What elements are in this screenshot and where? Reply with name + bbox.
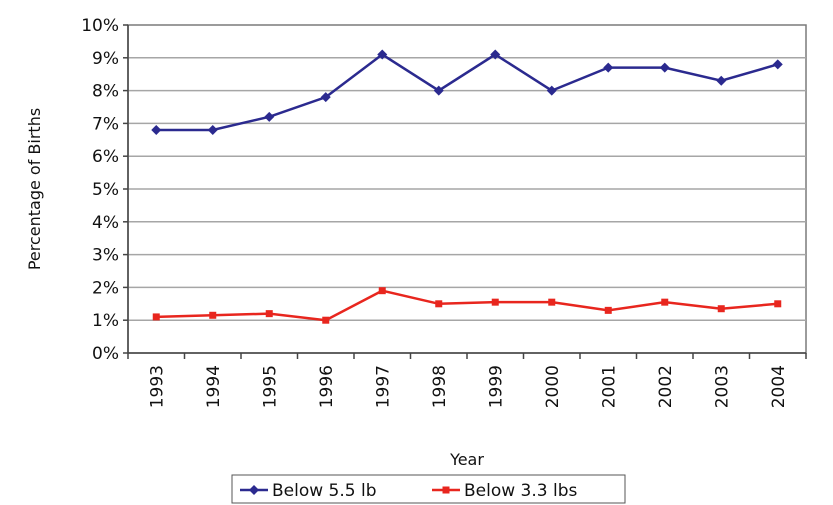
x-axis-title: Year xyxy=(449,450,484,469)
data-point xyxy=(772,59,783,70)
legend-marker xyxy=(249,485,259,495)
axes xyxy=(123,24,807,359)
legend-label: Below 5.5 lb xyxy=(272,481,377,501)
data-point xyxy=(603,62,614,73)
data-point xyxy=(152,313,160,321)
x-tick-label: 1994 xyxy=(204,365,224,408)
x-tick-label: 1997 xyxy=(373,365,393,408)
data-point xyxy=(264,111,275,122)
data-point xyxy=(491,298,499,306)
x-tick-label: 1993 xyxy=(147,365,167,408)
legend: Below 5.5 lb Below 3.3 lbs xyxy=(231,474,626,504)
data-point xyxy=(265,310,273,318)
data-point xyxy=(378,287,386,295)
data-point xyxy=(320,92,331,103)
data-point xyxy=(490,49,501,60)
y-tick-label: 9% xyxy=(92,49,119,69)
y-tick-label: 4% xyxy=(92,213,119,233)
data-point xyxy=(151,124,162,135)
y-tick-label: 10% xyxy=(81,16,119,36)
data-point xyxy=(322,316,330,324)
x-tick-label: 1999 xyxy=(486,365,506,408)
y-tick-label: 5% xyxy=(92,180,119,200)
x-tick-label: 1995 xyxy=(260,365,280,408)
y-tick-label: 2% xyxy=(92,278,119,298)
data-point xyxy=(548,298,556,306)
data-point xyxy=(717,305,725,313)
x-tick-label: 2000 xyxy=(543,365,563,408)
data-point xyxy=(435,300,443,308)
series-lines xyxy=(151,49,783,324)
y-tick-label: 7% xyxy=(92,114,119,134)
data-point xyxy=(433,85,444,96)
x-tick-label: 1996 xyxy=(317,365,337,408)
x-tick-labels: 1993 1994 1995 1996 1997 1998 1999 2000 2001 2002… xyxy=(147,365,789,408)
x-tick-label: 1998 xyxy=(430,365,450,408)
data-point xyxy=(377,49,388,60)
data-point xyxy=(604,306,612,314)
data-point xyxy=(774,300,782,308)
y-tick-label: 3% xyxy=(92,246,119,266)
y-tick-labels: 0% 1% 2% 3% 4% 5% 6% 7% 8% 9% 10% xyxy=(81,16,119,364)
y-tick-label: 0% xyxy=(92,344,119,364)
legend-item: Below 5.5 lb xyxy=(240,481,377,501)
x-tick-label: 2003 xyxy=(712,365,732,408)
legend-item: Below 3.3 lbs xyxy=(432,481,578,501)
data-point xyxy=(207,124,218,135)
legend-marker xyxy=(442,486,450,494)
series-1 xyxy=(151,49,783,135)
y-tick-label: 8% xyxy=(92,82,119,102)
x-tick-label: 2002 xyxy=(656,365,676,408)
data-point xyxy=(209,311,217,319)
gridlines xyxy=(128,57,806,321)
legend-box xyxy=(231,474,626,504)
data-point xyxy=(661,298,669,306)
series-2 xyxy=(152,287,782,324)
y-axis-title: Percentage of Births xyxy=(25,108,44,270)
legend-label: Below 3.3 lbs xyxy=(464,481,578,501)
x-tick-label: 2001 xyxy=(599,365,619,408)
series-line xyxy=(156,289,778,322)
y-tick-label: 6% xyxy=(92,147,119,167)
y-tick-label: 1% xyxy=(92,311,119,331)
data-point xyxy=(659,62,670,73)
data-point xyxy=(546,85,557,96)
series-line xyxy=(156,52,779,132)
data-point xyxy=(716,75,727,86)
x-tick-label: 2004 xyxy=(769,365,789,408)
